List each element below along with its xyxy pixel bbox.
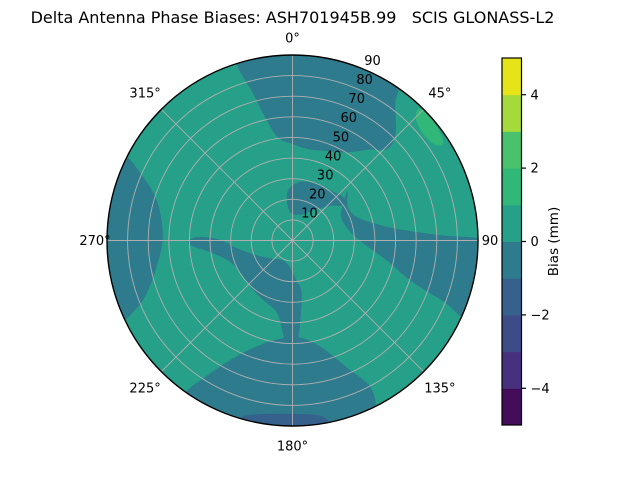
radial-tick-label-30: 30	[317, 168, 334, 183]
colorbar-band-1	[502, 351, 522, 389]
radial-tick-label-20: 20	[309, 187, 326, 202]
colorbar-tick-label--2: −2	[531, 308, 550, 323]
radial-tick-label-90: 90	[364, 54, 381, 69]
colorbar-band-4	[502, 241, 522, 279]
polar-grid-spoke-45	[292, 108, 425, 241]
contour-region-top-lobe	[236, 55, 400, 153]
colorbar-tick-label-2: 2	[531, 162, 539, 177]
colorbar-band-7	[502, 131, 522, 169]
polar-plot-area: 0° 45° 90 135° 180° 225° 270° 315° 10 20 30 40 50 60 7…	[79, 32, 498, 455]
polar-outline	[106, 54, 479, 427]
radial-tick-label-80: 80	[356, 73, 373, 88]
radial-tick-label-70: 70	[348, 92, 365, 107]
contour-region-center-lower-patch	[188, 236, 302, 357]
colorbar-band-3	[502, 278, 522, 316]
colorbar-band-6	[502, 168, 522, 206]
colorbar-band-2	[502, 314, 522, 353]
colorbar-tick-label-4: 4	[531, 88, 539, 103]
radial-tick-label-60: 60	[341, 111, 358, 126]
radial-tick-label-50: 50	[333, 130, 350, 145]
radial-tick-label-10: 10	[301, 207, 318, 222]
contour-region-left-rim-lobe	[107, 154, 163, 322]
angular-tick-label-225: 225°	[129, 381, 160, 396]
colorbar-tick-label--4: −4	[531, 382, 550, 397]
contour-region-center-upper-patch	[286, 181, 345, 215]
polar-grid-spoke-135	[292, 240, 425, 373]
angular-tick-label-90: 90	[482, 234, 499, 249]
colorbar-band-5	[502, 204, 522, 242]
colorbar-axis-label: Bias (mm)	[546, 207, 562, 276]
colorbar: 4 2 0 −2 −4 Bias (mm)	[501, 57, 562, 426]
colorbar-band-9	[502, 58, 522, 96]
angular-tick-label-270: 270°	[79, 234, 110, 249]
angular-tick-label-135: 135°	[424, 381, 455, 396]
polar-grid-spoke-315	[160, 108, 293, 241]
polar-grid-spoke-225	[160, 240, 293, 373]
chart-title: Delta Antenna Phase Biases: ASH701945B.9…	[31, 8, 555, 27]
colorbar-band-0	[502, 388, 522, 426]
contour-region-rim-sliver-upper-right	[415, 108, 444, 146]
angular-tick-label-315: 315°	[129, 87, 160, 102]
angular-tick-label-0: 0°	[285, 32, 300, 47]
contour-region-right-lobe	[340, 190, 478, 318]
colorbar-band-8	[502, 94, 522, 132]
contour-region-rim-sliver-bottom	[241, 413, 330, 426]
radial-tick-label-40: 40	[325, 149, 342, 164]
colorbar-tick-label-0: 0	[531, 235, 539, 250]
angular-tick-label-45: 45°	[428, 87, 451, 102]
angular-tick-label-180: 180°	[277, 440, 308, 455]
